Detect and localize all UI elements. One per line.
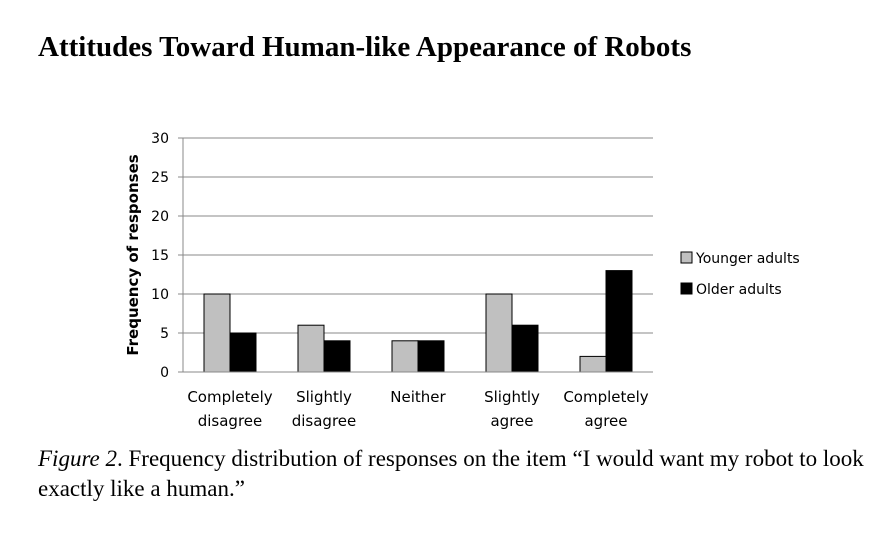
bar	[417, 340, 445, 373]
y-tick-label: 30	[151, 131, 169, 147]
y-tick-label: 5	[160, 326, 169, 342]
y-tick-label: 15	[151, 248, 169, 264]
y-tick-label: 10	[151, 287, 169, 303]
bar	[391, 340, 419, 373]
x-tick-label: Completely disagree	[187, 388, 272, 430]
bar	[203, 293, 231, 373]
legend-label: Younger adults	[695, 251, 800, 267]
y-axis-label: Frequency of responses	[124, 154, 142, 355]
y-tick-label: 20	[151, 209, 169, 225]
bar	[229, 332, 257, 373]
y-tick-label: 25	[151, 170, 169, 186]
x-tick-label: Slightly disagree	[292, 388, 357, 430]
legend-swatch	[680, 251, 693, 264]
x-tick-label: Completely agree	[563, 388, 648, 430]
caption: Figure 2. Frequency distribution of resp…	[38, 444, 868, 504]
bar	[297, 324, 325, 373]
bar	[485, 293, 513, 373]
bar	[605, 270, 633, 373]
bar	[579, 355, 607, 373]
chart-title: Attitudes Toward Human-like Appearance o…	[38, 31, 691, 63]
caption-text: . Frequency distribution of responses on…	[38, 446, 864, 501]
legend-swatch	[680, 282, 693, 295]
y-tick-label: 0	[160, 365, 169, 381]
chart: Attitudes Toward Human-like Appearance o…	[38, 31, 800, 430]
x-tick-label: Neither	[390, 388, 446, 406]
figure-label: Figure 2	[38, 446, 117, 471]
bar	[511, 324, 539, 373]
x-tick-label: Slightly agree	[484, 388, 540, 430]
bar	[323, 340, 351, 373]
legend-label: Older adults	[696, 282, 782, 298]
